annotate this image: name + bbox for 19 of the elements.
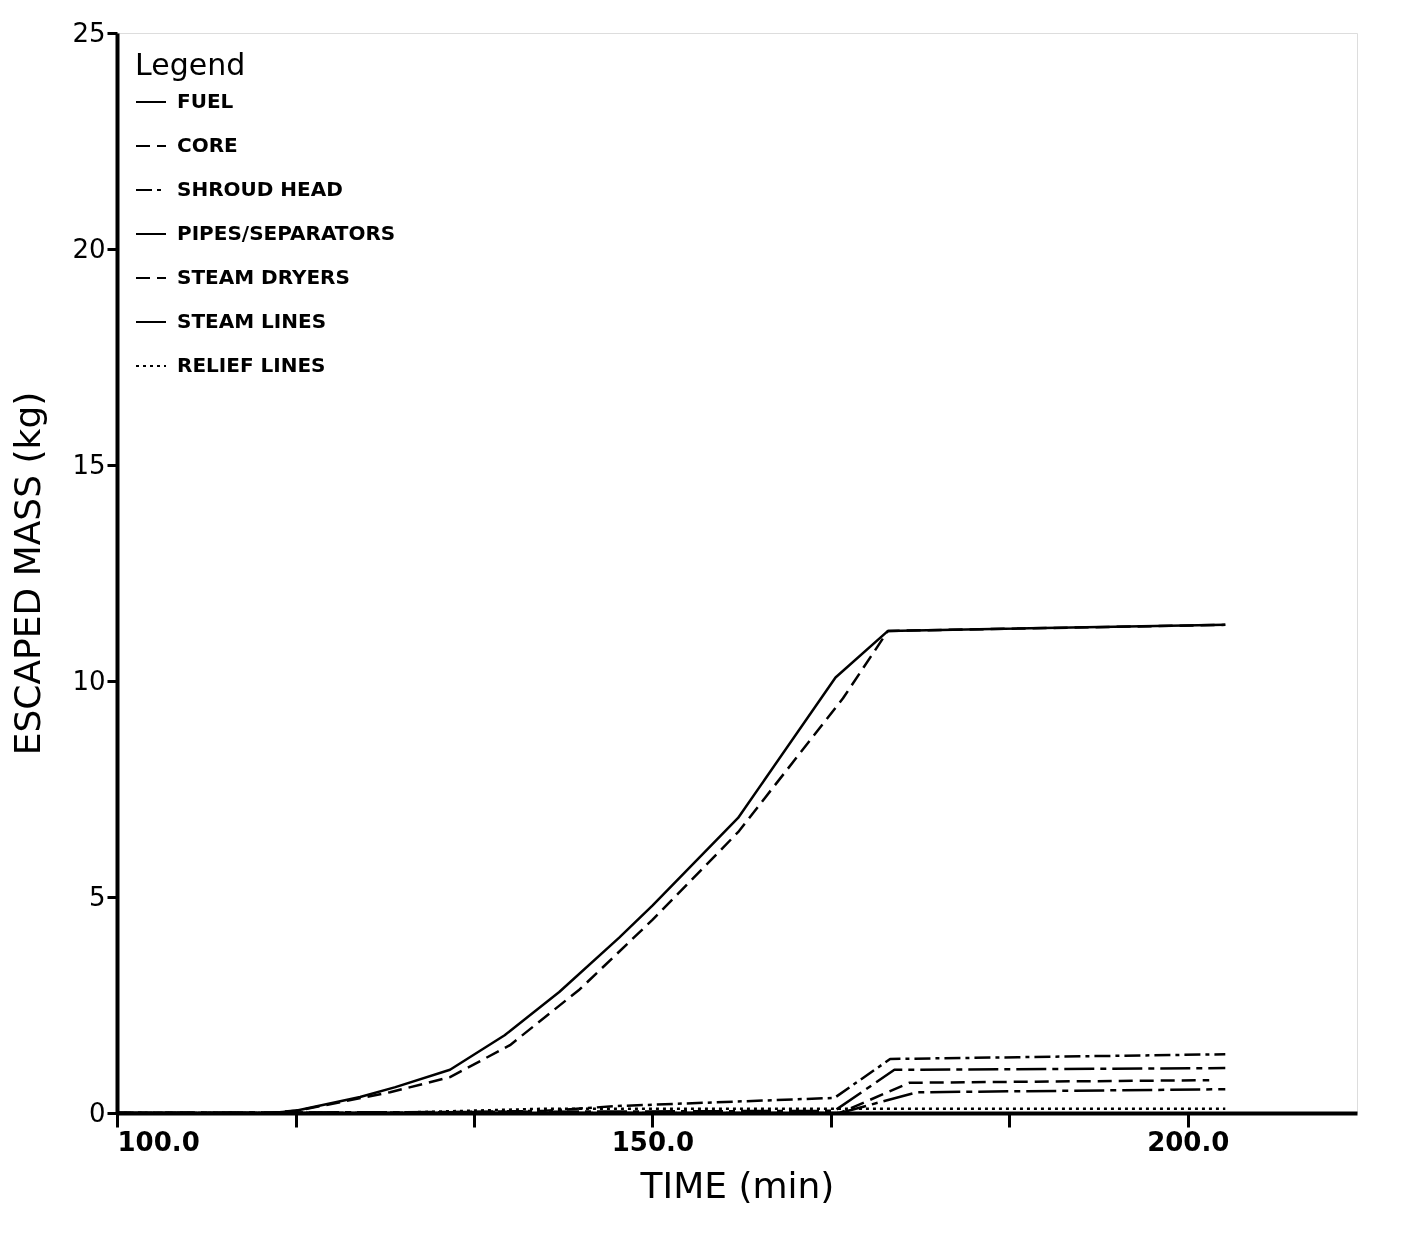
y-tick-label: 5 xyxy=(88,881,106,912)
y-axis-title: ESCAPED MASS (kg) xyxy=(7,391,49,756)
x-tick-label: 200.0 xyxy=(1147,1126,1230,1157)
legend-label: STEAM DRYERS xyxy=(177,265,350,289)
y-tick-label: 15 xyxy=(72,449,106,480)
x-tick-label: 100.0 xyxy=(117,1126,200,1157)
x-tick-label: 150.0 xyxy=(611,1126,695,1157)
legend-label: STEAM LINES xyxy=(177,309,327,333)
y-tick-label: 10 xyxy=(72,665,106,696)
legend-label: SHROUD HEAD xyxy=(177,177,343,201)
legend-label: CORE xyxy=(177,133,238,157)
legend-title: Legend xyxy=(135,47,246,82)
legend-label: PIPES/SEPARATORS xyxy=(177,221,396,245)
legend-label: RELIEF LINES xyxy=(177,353,326,377)
y-tick-label: 25 xyxy=(72,17,106,48)
y-tick-label: 20 xyxy=(72,233,106,264)
y-tick-label: 0 xyxy=(88,1097,106,1128)
legend-label: FUEL xyxy=(177,89,234,113)
x-axis-title: TIME (min) xyxy=(639,1164,835,1206)
